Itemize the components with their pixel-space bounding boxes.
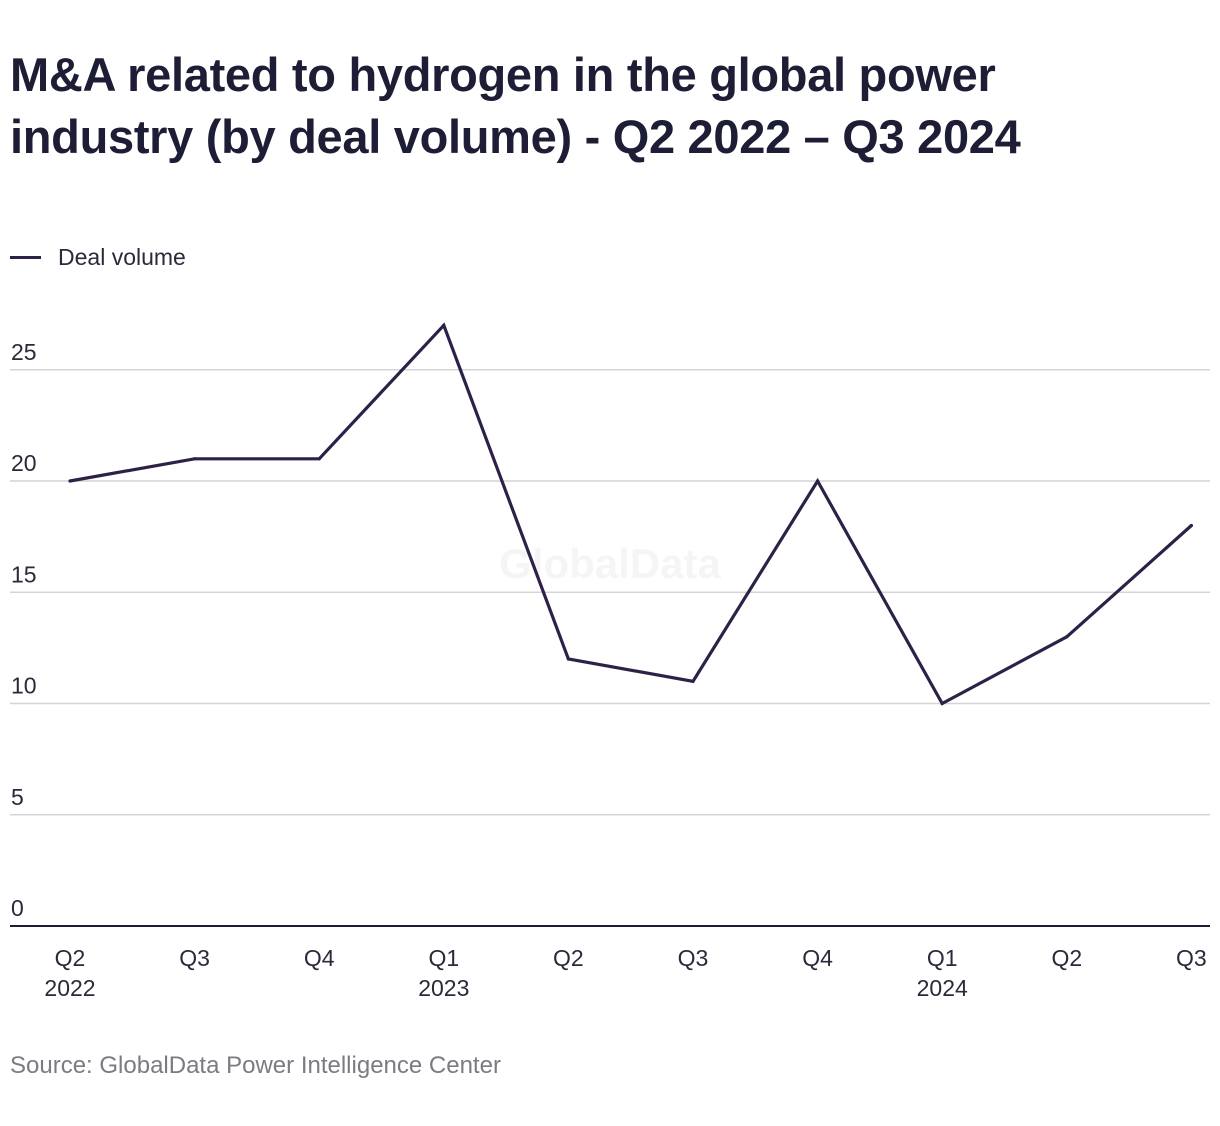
y-tick-label-25: 25 xyxy=(11,339,37,365)
y-tick-label-10: 10 xyxy=(11,673,37,699)
series-lines xyxy=(68,322,1193,706)
data-point-0-1 xyxy=(193,457,197,461)
data-point-0-0 xyxy=(68,479,72,483)
x-tick-year-7: 2024 xyxy=(917,975,968,1001)
x-tick-label-7: Q1 xyxy=(927,945,958,971)
data-point-0-7 xyxy=(940,701,944,706)
x-tick-label-2: Q4 xyxy=(304,945,335,971)
y-tick-label-0: 0 xyxy=(11,895,24,921)
x-tick-year-0: 2022 xyxy=(44,975,95,1001)
data-point-0-9 xyxy=(1189,523,1193,528)
x-tick-label-1: Q3 xyxy=(179,945,210,971)
x-tick-year-3: 2023 xyxy=(418,975,469,1001)
data-point-0-6 xyxy=(816,479,820,483)
watermark-text: GlobalData xyxy=(499,540,721,587)
data-point-0-5 xyxy=(691,679,695,683)
x-tick-label-5: Q3 xyxy=(678,945,709,971)
source-note: Source: GlobalData Power Intelligence Ce… xyxy=(10,1052,501,1079)
x-tick-label-9: Q3 xyxy=(1176,945,1207,971)
x-tick-label-3: Q1 xyxy=(428,945,459,971)
data-point-0-2 xyxy=(317,457,321,461)
x-tick-label-8: Q2 xyxy=(1051,945,1082,971)
data-point-0-4 xyxy=(566,657,571,661)
chart-title: M&A related to hydrogen in the global po… xyxy=(10,48,1021,163)
x-tick-labels: Q2 2022 Q3 Q4 Q1 2023 Q2 Q3 Q4 Q1 2024 Q2 Q3 xyxy=(44,945,1206,1001)
y-tick-label-15: 15 xyxy=(11,561,37,587)
y-tick-label-20: 20 xyxy=(11,450,37,476)
legend-label-deal-volume: Deal volume xyxy=(58,243,186,270)
legend-swatch xyxy=(10,255,41,259)
y-tick-labels: 0 5 10 15 20 25 xyxy=(11,339,37,921)
series-line-0 xyxy=(69,322,1193,706)
x-tick-label-0: Q2 xyxy=(55,945,86,971)
x-tick-label-4: Q2 xyxy=(553,945,584,971)
chart-legend: Deal volume xyxy=(10,240,186,274)
y-tick-label-5: 5 xyxy=(11,784,24,810)
x-tick-label-6: Q4 xyxy=(802,945,833,971)
data-point-0-8 xyxy=(1065,635,1069,639)
grid-lines xyxy=(10,369,1210,927)
data-point-0-3 xyxy=(442,323,446,327)
